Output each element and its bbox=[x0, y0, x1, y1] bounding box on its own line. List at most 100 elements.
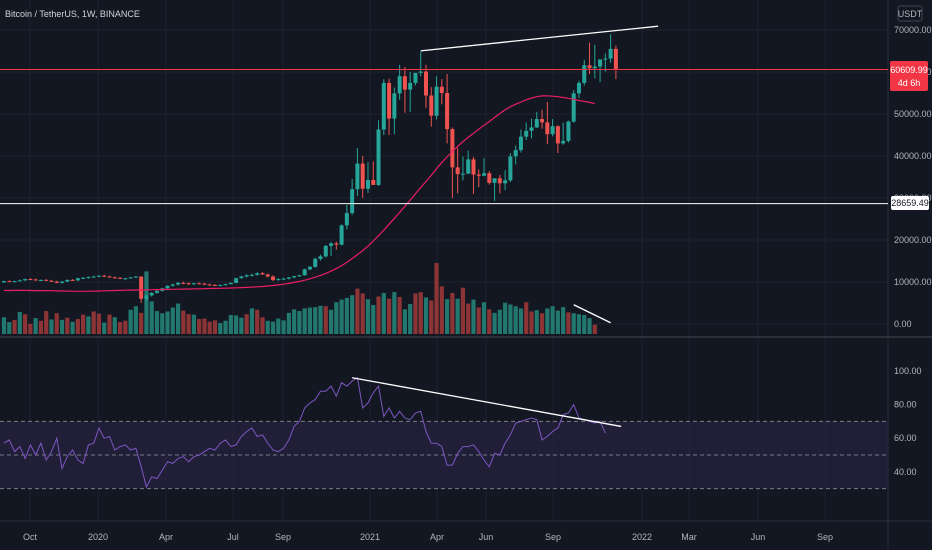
rsi-line bbox=[3, 376, 606, 489]
time-tick-label: Apr bbox=[159, 532, 173, 542]
rsi-divergence-trendline bbox=[352, 377, 622, 428]
candle-body bbox=[497, 178, 502, 184]
volume-bar bbox=[234, 315, 239, 334]
volume-bar bbox=[218, 322, 223, 334]
volume-bar bbox=[7, 322, 12, 334]
candle-body bbox=[603, 58, 608, 60]
volume-bar bbox=[212, 320, 218, 334]
time-tick-label: Sep bbox=[275, 532, 291, 542]
time-tick-label: 2021 bbox=[360, 532, 380, 542]
time-tick-label: Apr bbox=[430, 532, 444, 542]
volume-bar bbox=[313, 307, 318, 334]
candle-body bbox=[154, 290, 159, 293]
volume-bar bbox=[297, 311, 302, 334]
candle-body bbox=[334, 243, 339, 245]
candle-body bbox=[202, 283, 207, 285]
volume-bar bbox=[481, 302, 487, 334]
volume-bar bbox=[582, 315, 587, 334]
candle-body bbox=[2, 281, 6, 283]
candle-body bbox=[355, 163, 360, 190]
candle-body bbox=[223, 284, 228, 286]
candle-body bbox=[112, 277, 117, 279]
rsi-tick-label: 60.00 bbox=[894, 433, 917, 443]
drawings bbox=[0, 25, 888, 428]
volume-bar bbox=[249, 308, 255, 334]
volume-bar bbox=[529, 311, 534, 334]
volume-bar bbox=[518, 308, 524, 334]
candle-body bbox=[133, 276, 138, 278]
candle-body bbox=[228, 282, 233, 285]
candle-body bbox=[81, 277, 86, 279]
support-tag-value: 28659.49 bbox=[891, 198, 929, 208]
moving-average bbox=[4, 95, 595, 292]
time-tick-label: Jun bbox=[751, 532, 766, 542]
candle-body bbox=[598, 59, 603, 67]
volume-bar bbox=[186, 314, 191, 334]
volume-bar bbox=[318, 305, 323, 334]
volume-bar bbox=[492, 312, 497, 334]
price-tick-label: 40000.00 bbox=[894, 151, 932, 161]
candle-body bbox=[381, 82, 386, 130]
candle-body bbox=[28, 279, 33, 281]
volume-bar bbox=[534, 310, 539, 334]
candle-body bbox=[587, 65, 592, 69]
candle-body bbox=[582, 65, 587, 83]
volume-bar bbox=[555, 310, 560, 334]
volume-bar bbox=[587, 318, 592, 334]
candle-body bbox=[281, 278, 286, 280]
candle-body bbox=[49, 280, 54, 282]
volume-bar bbox=[244, 314, 249, 334]
candle-body bbox=[107, 276, 112, 278]
candle-body bbox=[286, 277, 291, 279]
volume-bar bbox=[524, 302, 529, 334]
candle-body bbox=[265, 274, 270, 277]
volume-bar bbox=[376, 296, 381, 334]
rsi-tick-label: 100.00 bbox=[894, 366, 922, 376]
volume-bar bbox=[445, 299, 450, 334]
volume-bar bbox=[429, 300, 434, 334]
currency-badge[interactable] bbox=[897, 5, 923, 22]
candle-body bbox=[329, 243, 334, 246]
candle-body bbox=[86, 276, 91, 278]
candle-body bbox=[234, 278, 239, 283]
candle-body bbox=[508, 156, 513, 181]
candle-body bbox=[608, 48, 613, 59]
volume-bar bbox=[365, 299, 371, 334]
candle-body bbox=[418, 71, 423, 73]
candle-body bbox=[408, 82, 413, 90]
candle-body bbox=[276, 279, 281, 281]
volume-bar bbox=[344, 297, 349, 334]
ma-line bbox=[4, 95, 595, 292]
volume-bar bbox=[571, 313, 576, 334]
candle-body bbox=[344, 213, 349, 226]
candle-body bbox=[466, 159, 471, 174]
volume-bar bbox=[139, 312, 144, 334]
volume-bar bbox=[65, 317, 70, 334]
volume-bar bbox=[102, 322, 107, 334]
candle-body bbox=[191, 283, 196, 285]
candle-body bbox=[313, 258, 318, 267]
candle-body bbox=[550, 126, 555, 135]
candle-body bbox=[540, 119, 545, 123]
candle-body bbox=[613, 48, 618, 70]
volume-bar bbox=[117, 322, 123, 334]
candle-body bbox=[307, 266, 312, 270]
volume-bar bbox=[508, 304, 513, 334]
volume-bar bbox=[476, 307, 481, 334]
time-tick-label: Sep bbox=[817, 532, 833, 542]
price-tag-value: 60609.99 bbox=[890, 65, 928, 75]
price-tag-countdown: 4d 6h bbox=[898, 78, 921, 88]
volume-bar bbox=[44, 311, 49, 334]
candle-body bbox=[260, 273, 265, 275]
candle-body bbox=[455, 167, 460, 175]
candle-body bbox=[350, 189, 355, 214]
candle-body bbox=[545, 122, 550, 135]
volume-bar bbox=[181, 310, 186, 334]
candle-body bbox=[476, 174, 481, 176]
candle-body bbox=[249, 274, 254, 276]
volume-bar bbox=[86, 316, 91, 334]
volume-bar bbox=[1, 317, 7, 334]
volume-bar bbox=[307, 307, 313, 334]
candle-body bbox=[7, 281, 12, 283]
